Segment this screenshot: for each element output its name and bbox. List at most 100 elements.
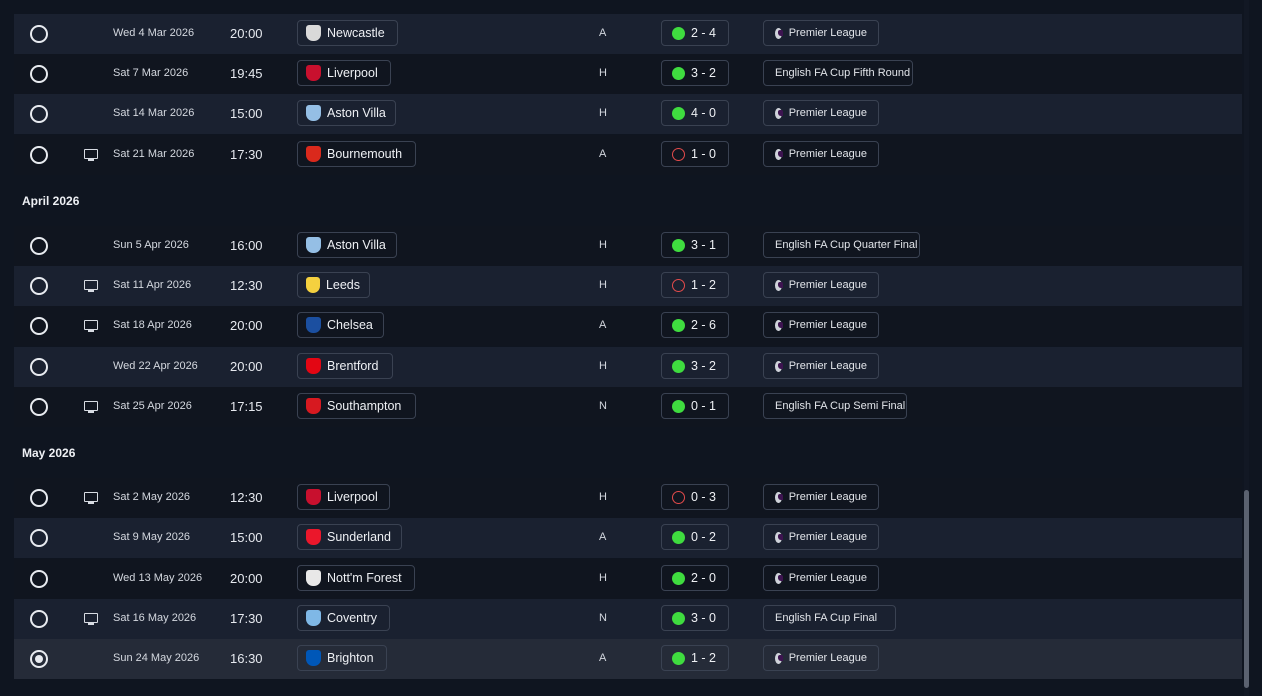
fixture-select-radio[interactable]	[30, 610, 48, 628]
fixture-date: Sat 25 Apr 2026	[113, 400, 192, 412]
competition-button[interactable]: Premier League	[763, 312, 879, 338]
fixture-date: Sat 11 Apr 2026	[113, 279, 192, 291]
opponent-name: Bournemouth	[327, 147, 403, 161]
fixture-row[interactable]: Sat 21 Mar 2026 17:30 Bournemouth A 1 - 0 Pre…	[14, 135, 1242, 175]
fixture-select-radio[interactable]	[30, 105, 48, 123]
result-button[interactable]: 3 - 1	[661, 232, 729, 258]
opponent-button[interactable]: Brighton	[297, 645, 387, 671]
score: 2 - 6	[691, 318, 717, 332]
opponent-button[interactable]: Nott'm Forest	[297, 565, 415, 591]
competition-button[interactable]: Premier League	[763, 141, 879, 167]
result-button[interactable]: 0 - 2	[661, 524, 729, 550]
opponent-button[interactable]: Aston Villa	[297, 100, 396, 126]
opponent-name: Newcastle	[327, 26, 385, 40]
competition-button[interactable]: Premier League	[763, 272, 879, 298]
venue-label: H	[599, 360, 607, 372]
fixture-select-radio[interactable]	[30, 489, 48, 507]
liverpool-crest-icon	[306, 65, 321, 81]
liverpool-crest-icon	[306, 489, 321, 505]
result-button[interactable]: 1 - 0	[661, 141, 729, 167]
fixture-time: 19:45	[230, 66, 263, 81]
win-indicator-icon	[672, 530, 685, 544]
brighton-crest-icon	[306, 650, 321, 666]
fixture-select-radio[interactable]	[30, 570, 48, 588]
score: 2 - 4	[691, 26, 717, 40]
opponent-button[interactable]: Southampton	[297, 393, 416, 419]
opponent-button[interactable]: Brentford	[297, 353, 393, 379]
opponent-button[interactable]: Liverpool	[297, 484, 390, 510]
premier-league-icon	[775, 27, 783, 39]
venue-label: H	[599, 491, 607, 503]
opponent-button[interactable]: Liverpool	[297, 60, 391, 86]
competition-button[interactable]: Premier League	[763, 20, 879, 46]
fixture-select-radio[interactable]	[30, 650, 48, 668]
competition-button[interactable]: Premier League	[763, 100, 879, 126]
opponent-name: Liverpool	[327, 490, 378, 504]
result-button[interactable]: 3 - 0	[661, 605, 729, 631]
opponent-name: Liverpool	[327, 66, 378, 80]
fixture-select-radio[interactable]	[30, 529, 48, 547]
result-button[interactable]: 1 - 2	[661, 272, 729, 298]
competition-button[interactable]: Premier League	[763, 645, 879, 671]
score: 4 - 0	[691, 106, 717, 120]
opponent-button[interactable]: Bournemouth	[297, 141, 416, 167]
competition-name: Premier League	[788, 148, 867, 160]
result-button[interactable]: 3 - 2	[661, 353, 729, 379]
fixture-row[interactable]: Sun 24 May 2026 16:30 Brighton A 1 - 2 Premie…	[14, 639, 1242, 679]
result-button[interactable]: 2 - 0	[661, 565, 729, 591]
fixture-row[interactable]: Sun 5 Apr 2026 16:00 Aston Villa H 3 - 1 Engl…	[14, 226, 1242, 266]
coventry-crest-icon	[306, 610, 321, 626]
fixture-select-radio[interactable]	[30, 317, 48, 335]
competition-button[interactable]: English FA Cup Quarter Final	[763, 232, 920, 258]
fixture-row[interactable]: Sat 25 Apr 2026 17:15 Southampton N 0 - 1 Eng…	[14, 387, 1242, 427]
fixtures-list: April 2026 May 2026 Wed 4 Mar 2026 20:00 N…	[14, 0, 1242, 696]
result-button[interactable]: 1 - 2	[661, 645, 729, 671]
score: 2 - 0	[691, 571, 717, 585]
opponent-button[interactable]: Sunderland	[297, 524, 402, 550]
opponent-name: Brentford	[327, 359, 379, 373]
fixture-time: 12:30	[230, 278, 263, 293]
fixture-select-radio[interactable]	[30, 25, 48, 43]
fixture-select-radio[interactable]	[30, 146, 48, 164]
tv-broadcast-icon	[84, 401, 98, 413]
fixture-row[interactable]: Wed 22 Apr 2026 20:00 Brentford H 3 - 2 Premi…	[14, 347, 1242, 387]
win-indicator-icon	[672, 651, 685, 665]
scrollbar-track[interactable]	[1244, 0, 1249, 696]
fixture-row[interactable]: Sat 9 May 2026 15:00 Sunderland A 0 - 2 Premi…	[14, 518, 1242, 558]
result-button[interactable]: 0 - 3	[661, 484, 729, 510]
result-button[interactable]: 4 - 0	[661, 100, 729, 126]
opponent-button[interactable]: Chelsea	[297, 312, 384, 338]
fixture-select-radio[interactable]	[30, 237, 48, 255]
opponent-button[interactable]: Newcastle	[297, 20, 398, 46]
fixture-row[interactable]: Wed 4 Mar 2026 20:00 Newcastle A 2 - 4 Premie…	[14, 14, 1242, 54]
fixture-row[interactable]: Sat 7 Mar 2026 19:45 Liverpool H 3 - 2 Englis…	[14, 54, 1242, 94]
fixture-select-radio[interactable]	[30, 65, 48, 83]
premier-league-icon	[775, 107, 783, 119]
fixture-row[interactable]: Sat 14 Mar 2026 15:00 Aston Villa H 4 - 0 Pre…	[14, 94, 1242, 134]
competition-button[interactable]: Premier League	[763, 565, 879, 591]
fixture-row[interactable]: Sat 11 Apr 2026 12:30 Leeds H 1 - 2 Premier L…	[14, 266, 1242, 306]
opponent-button[interactable]: Leeds	[297, 272, 370, 298]
result-button[interactable]: 2 - 6	[661, 312, 729, 338]
scrollbar-thumb[interactable]	[1244, 490, 1249, 688]
competition-button[interactable]: Premier League	[763, 484, 879, 510]
competition-button[interactable]: English FA Cup Semi Final	[763, 393, 907, 419]
result-button[interactable]: 3 - 2	[661, 60, 729, 86]
competition-button[interactable]: Premier League	[763, 353, 879, 379]
fixture-select-radio[interactable]	[30, 277, 48, 295]
result-button[interactable]: 0 - 1	[661, 393, 729, 419]
fixture-time: 12:30	[230, 490, 263, 505]
opponent-button[interactable]: Aston Villa	[297, 232, 397, 258]
fixture-row[interactable]: Sat 16 May 2026 17:30 Coventry N 3 - 0 Englis…	[14, 599, 1242, 639]
fixture-row[interactable]: Wed 13 May 2026 20:00 Nott'm Forest H 2 - 0 P…	[14, 559, 1242, 599]
competition-button[interactable]: English FA Cup Final	[763, 605, 896, 631]
leeds-crest-icon	[306, 277, 320, 293]
result-button[interactable]: 2 - 4	[661, 20, 729, 46]
fixture-row[interactable]: Sat 2 May 2026 12:30 Liverpool H 0 - 3 Premie…	[14, 478, 1242, 518]
fixture-select-radio[interactable]	[30, 358, 48, 376]
fixture-select-radio[interactable]	[30, 398, 48, 416]
fixture-row[interactable]: Sat 18 Apr 2026 20:00 Chelsea A 2 - 6 Premier…	[14, 306, 1242, 346]
opponent-button[interactable]: Coventry	[297, 605, 390, 631]
competition-button[interactable]: English FA Cup Fifth Round	[763, 60, 913, 86]
competition-button[interactable]: Premier League	[763, 524, 879, 550]
